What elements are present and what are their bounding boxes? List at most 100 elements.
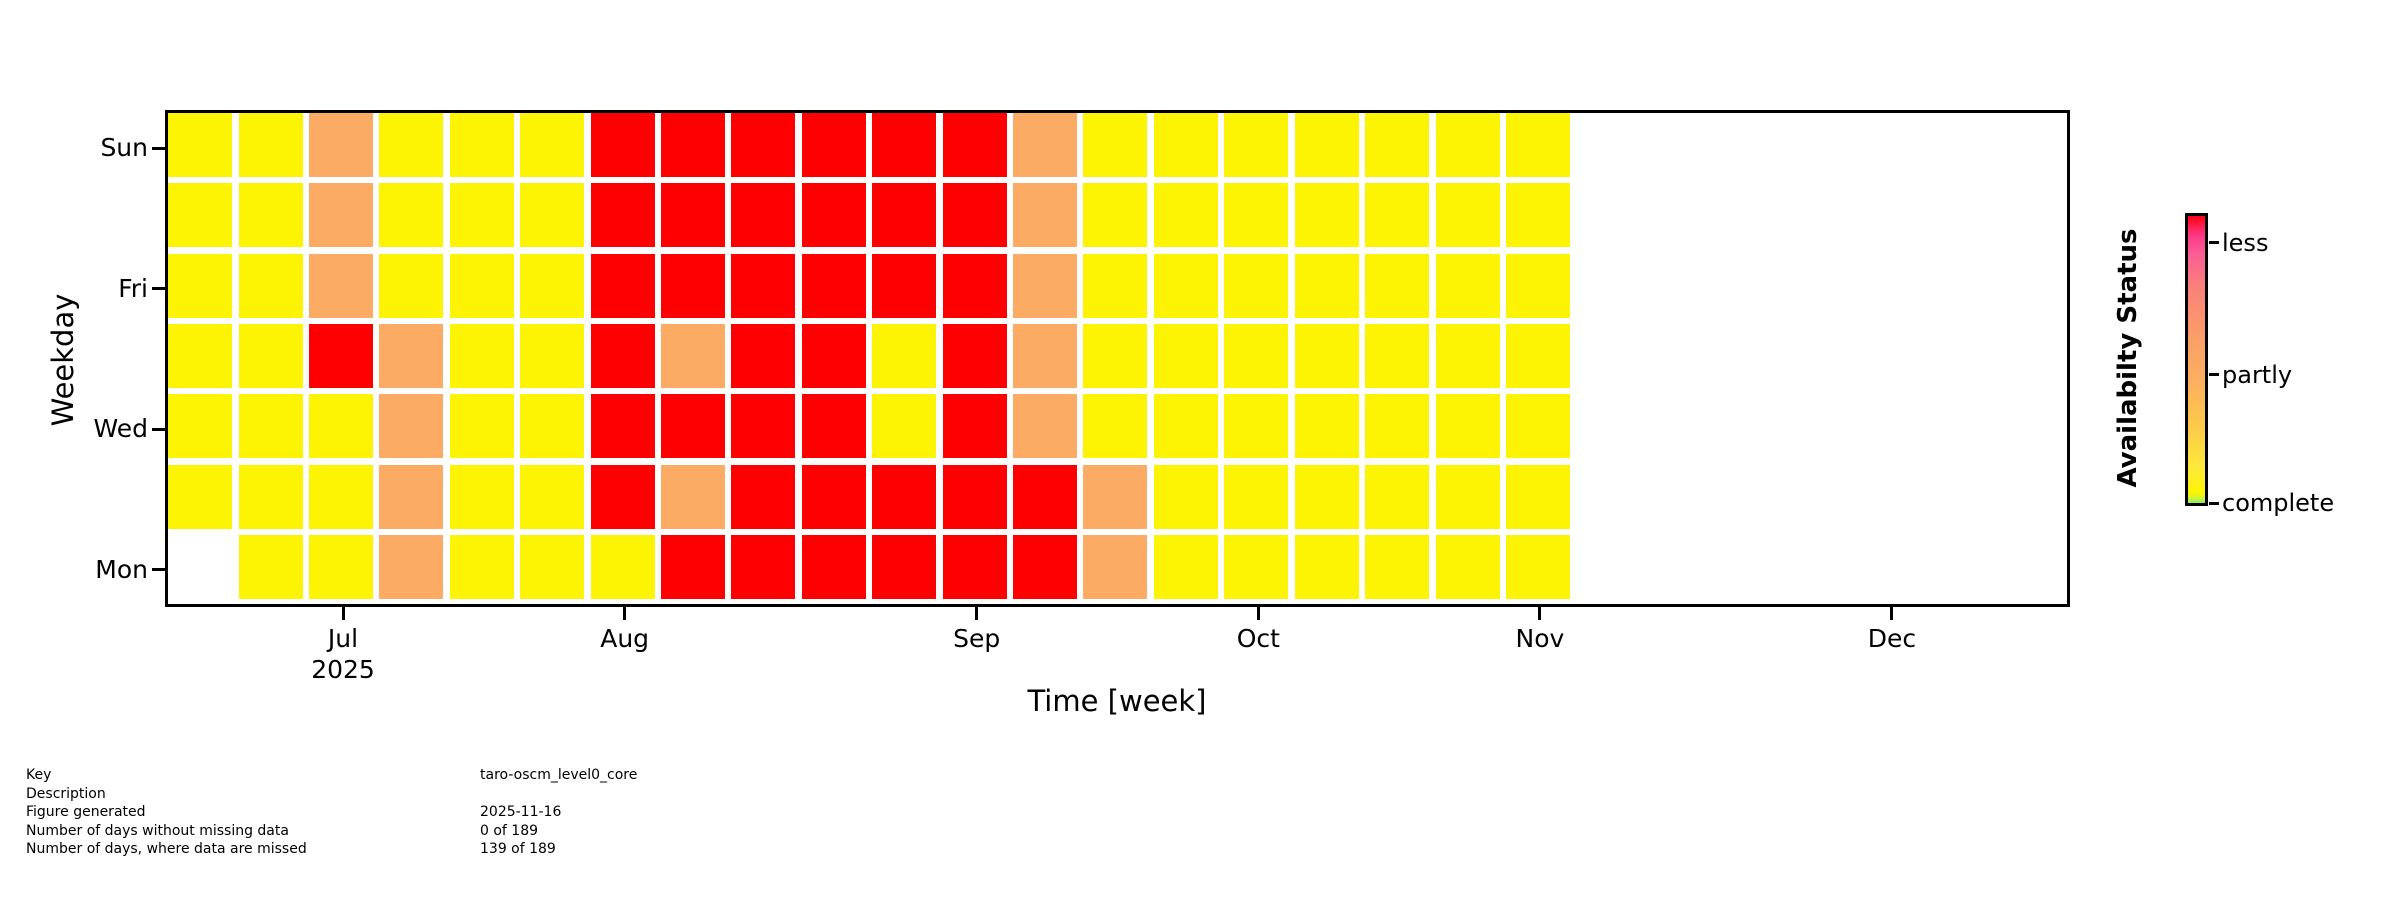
footer-value: 139 of 189 — [480, 841, 556, 858]
x-tick-mark-aug — [623, 607, 627, 620]
heatmap-cell-sat-w5 — [520, 183, 585, 248]
heatmap-cell-wed-w0 — [168, 394, 233, 459]
heatmap-cell-mon-w19 — [1505, 534, 1570, 599]
footer-label: Number of days without missing data — [26, 822, 289, 839]
heatmap-cell-wed-w1 — [238, 394, 303, 459]
heatmap-cell-wed-w18 — [1435, 394, 1500, 459]
heatmap-cell-thu-w14 — [1153, 324, 1218, 388]
heatmap-cell-thu-w12 — [1013, 324, 1078, 388]
heatmap-cell-tue-w4 — [449, 464, 514, 529]
heatmap-cell-fri-w0 — [168, 253, 233, 318]
y-axis-title: Weekday — [46, 293, 80, 427]
heatmap-cell-sun-w11 — [942, 113, 1007, 178]
heatmap-cell-tue-w2 — [309, 464, 373, 529]
heatmap-cell-mon-w13 — [1083, 534, 1148, 599]
heatmap-cell-thu-w8 — [731, 324, 796, 388]
colorbar-tick-mark-partly — [2209, 373, 2219, 377]
heatmap-cell-mon-w8 — [731, 534, 796, 599]
heatmap-cell-wed-w16 — [1294, 394, 1359, 459]
heatmap-cell-fri-w13 — [1083, 253, 1148, 318]
heatmap-cell-fri-w10 — [872, 253, 937, 318]
heatmap-cell-mon-w4 — [449, 534, 514, 599]
footer-row-0: Key taro-oscm_level0_core — [26, 766, 637, 785]
heatmap-cell-wed-w17 — [1365, 394, 1430, 459]
colorbar-label-complete: complete — [2222, 489, 2335, 517]
heatmap-cell-sat-w3 — [379, 183, 444, 248]
heatmap-cell-sun-w3 — [379, 113, 444, 178]
heatmap-cell-sat-w1 — [238, 183, 303, 248]
heatmap-cell-tue-w0 — [168, 464, 233, 529]
heatmap-cell-thu-w1 — [238, 324, 303, 388]
heatmap-cell-wed-w13 — [1083, 394, 1148, 459]
heatmap-cell-wed-w3 — [379, 394, 444, 459]
heatmap-cell-fri-w8 — [731, 253, 796, 318]
heatmap-cell-fri-w9 — [801, 253, 866, 318]
heatmap-cell-sat-w4 — [449, 183, 514, 248]
heatmap-cell-thu-w9 — [801, 324, 866, 388]
heatmap-cell-fri-w19 — [1505, 253, 1570, 318]
colorbar-label-less: less — [2222, 228, 2269, 257]
footer-row-1: Description — [26, 785, 307, 804]
y-tick-mark-fri — [152, 287, 165, 291]
x-tick-label-dec: Dec — [1867, 624, 1917, 653]
heatmap-cell-mon-w12 — [1013, 534, 1078, 599]
heatmap-cell-fri-w12 — [1013, 253, 1078, 318]
heatmap-cell-sat-w0 — [168, 183, 233, 248]
heatmap-cell-tue-w3 — [379, 464, 444, 529]
footer-value: 2025-11-16 — [480, 804, 562, 821]
heatmap-cell-fri-w18 — [1435, 253, 1500, 318]
heatmap-cell-mon-w6 — [590, 534, 655, 599]
heatmap-cell-sun-w17 — [1365, 113, 1430, 178]
heatmap-cell-thu-w16 — [1294, 324, 1359, 388]
heatmap-cell-wed-w12 — [1013, 394, 1078, 459]
heatmap-cell-thu-w7 — [661, 324, 726, 388]
footer-label: Description — [26, 785, 106, 802]
footer-label: Figure generated — [26, 804, 146, 821]
heatmap-cell-thu-w19 — [1505, 324, 1570, 388]
x-tick-label-sep: Sep — [953, 624, 1001, 653]
heatmap-cell-fri-w3 — [379, 253, 444, 318]
heatmap-cell-sat-w12 — [1013, 183, 1078, 248]
heatmap-cell-thu-w15 — [1224, 324, 1289, 388]
footer-value: taro-oscm_level0_core — [480, 767, 638, 783]
heatmap-cell-wed-w19 — [1505, 394, 1570, 459]
heatmap-cell-sun-w12 — [1013, 113, 1078, 178]
heatmap-cell-thu-w18 — [1435, 324, 1500, 388]
x-tick-mark-nov — [1538, 607, 1542, 620]
y-tick-mark-wed — [152, 427, 165, 431]
y-tick-label-wed: Wed — [93, 414, 148, 444]
heatmap-cell-sun-w15 — [1224, 113, 1289, 178]
heatmap-cell-sat-w2 — [309, 183, 373, 248]
heatmap-cell-thu-w11 — [942, 324, 1007, 388]
heatmap-cell-sun-w8 — [731, 113, 796, 178]
x-tick-label-jul: Jul — [327, 624, 359, 653]
heatmap-cell-thu-w6 — [590, 324, 655, 388]
heatmap-cell-sat-w13 — [1083, 183, 1148, 248]
heatmap-cell-mon-w17 — [1365, 534, 1430, 599]
heatmap-cell-wed-w4 — [449, 394, 514, 459]
heatmap-cell-fri-w7 — [661, 253, 726, 318]
heatmap-cell-fri-w4 — [449, 253, 514, 318]
heatmap-cell-wed-w5 — [520, 394, 585, 459]
heatmap-cell-sun-w1 — [238, 113, 303, 178]
heatmap-cell-thu-w10 — [872, 324, 937, 388]
heatmap-cell-tue-w16 — [1294, 464, 1359, 529]
heatmap-cell-thu-w0 — [168, 324, 233, 388]
heatmap-cell-sat-w18 — [1435, 183, 1500, 248]
heatmap-cell-tue-w1 — [238, 464, 303, 529]
heatmap-cell-mon-w18 — [1435, 534, 1500, 599]
x-tick-mark-sep — [975, 607, 979, 620]
x-tick-label-nov: Nov — [1515, 624, 1565, 653]
heatmap-cell-sun-w0 — [168, 113, 233, 178]
heatmap-cell-thu-w17 — [1365, 324, 1430, 388]
y-tick-mark-sun — [152, 146, 165, 150]
colorbar-title: Availabilty Status — [2113, 228, 2143, 488]
heatmap-cell-sun-w13 — [1083, 113, 1148, 178]
heatmap-cell-tue-w11 — [942, 464, 1007, 529]
x-tick-mark-dec — [1890, 607, 1894, 620]
heatmap-cell-sun-w7 — [661, 113, 726, 178]
heatmap-cell-fri-w15 — [1224, 253, 1289, 318]
heatmap-cell-wed-w2 — [309, 394, 373, 459]
heatmap-cell-thu-w5 — [520, 324, 585, 388]
heatmap-cell-sat-w9 — [801, 183, 866, 248]
